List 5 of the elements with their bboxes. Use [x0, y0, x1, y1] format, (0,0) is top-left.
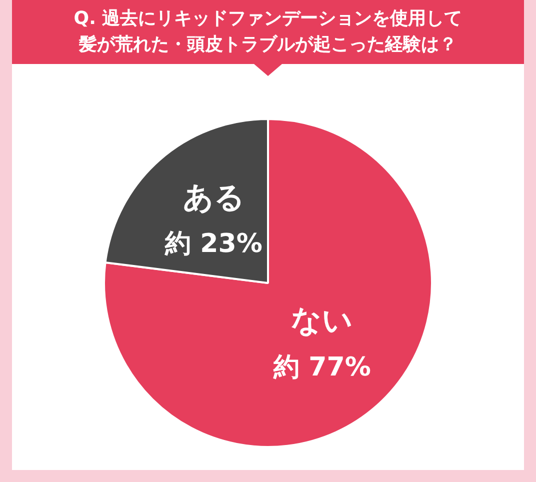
- slice-label: ない: [291, 303, 354, 338]
- data-label: 約 23%: [164, 229, 262, 260]
- slice-label: ある: [182, 180, 245, 216]
- chart-title: Q. 過去にリキッドファンデーションを使用して髪が荒れた・頭皮トラブルが起こった経験は？: [12, 0, 524, 64]
- data-label: 約 77%: [272, 352, 371, 382]
